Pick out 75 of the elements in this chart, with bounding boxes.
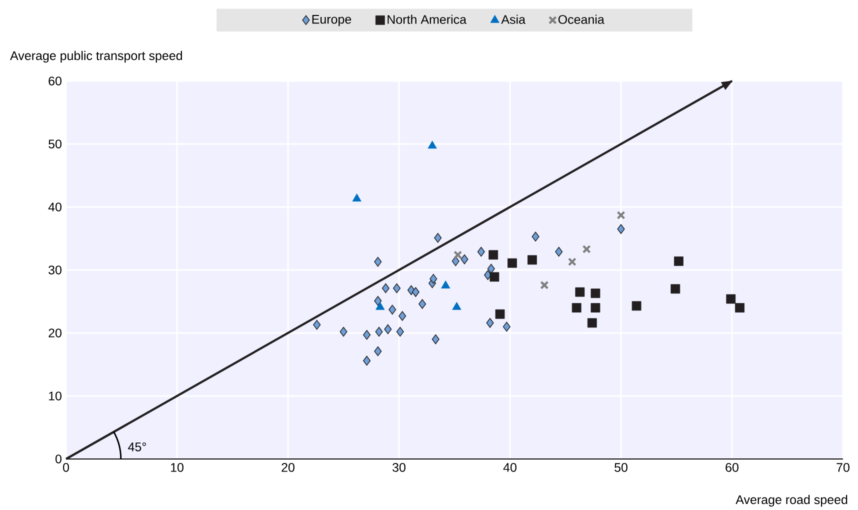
point <box>418 298 426 309</box>
point <box>398 310 406 321</box>
point <box>490 272 500 282</box>
y-tick-label: 50 <box>48 139 62 148</box>
x-tick-label: 40 <box>503 462 516 472</box>
point <box>508 258 517 268</box>
point <box>495 309 505 319</box>
y-axis-title: Average public transport speed <box>10 50 182 62</box>
point <box>632 301 642 310</box>
point <box>502 322 510 332</box>
point <box>487 264 495 274</box>
point <box>617 224 625 234</box>
point <box>532 232 540 242</box>
point <box>486 318 494 328</box>
x-tick-label: 0 <box>63 462 69 472</box>
y-tick-label: 60 <box>48 76 62 86</box>
point <box>590 302 600 312</box>
point <box>384 324 392 334</box>
point <box>590 288 600 298</box>
y-tick-label: 40 <box>48 202 62 212</box>
x-tick-label: 30 <box>392 462 406 472</box>
point <box>735 302 744 312</box>
point <box>412 286 420 297</box>
point <box>582 244 591 254</box>
point <box>575 287 585 297</box>
point <box>555 246 563 256</box>
x-axis-title: Average road speed <box>736 494 848 506</box>
legend-label: North America <box>388 14 467 24</box>
point <box>540 280 549 290</box>
point <box>374 346 382 356</box>
point <box>393 283 401 293</box>
point <box>726 294 736 304</box>
point <box>352 193 362 202</box>
point <box>363 330 371 340</box>
y-tick-label: 10 <box>49 391 62 400</box>
x-tick-label: 60 <box>726 462 738 472</box>
point <box>587 318 597 328</box>
x-tick-label: 50 <box>614 462 628 472</box>
point <box>477 246 485 256</box>
y-tick-label: 20 <box>48 328 62 338</box>
point <box>674 256 684 266</box>
point <box>313 320 321 330</box>
point <box>396 326 404 336</box>
legend-label: Asia <box>501 14 526 24</box>
x-tick-label: 10 <box>171 462 184 472</box>
y-tick-label: 30 <box>48 265 62 274</box>
point <box>428 140 437 148</box>
point <box>616 210 626 220</box>
point <box>363 356 371 366</box>
annotation: 45° <box>128 442 146 452</box>
x-tick-label: 20 <box>282 462 294 472</box>
legend-label: Oceania <box>558 14 604 24</box>
point <box>528 255 537 264</box>
point <box>572 302 582 312</box>
point <box>374 296 382 306</box>
point <box>454 250 462 259</box>
point <box>382 283 390 293</box>
point <box>432 334 440 344</box>
point <box>488 250 498 260</box>
point <box>430 274 438 284</box>
x-tick-label: 70 <box>836 462 850 472</box>
y-tick-label: 0 <box>56 454 62 464</box>
point <box>568 257 576 266</box>
point <box>340 326 348 336</box>
legend-label: Europe <box>312 14 352 26</box>
point <box>452 256 460 266</box>
point <box>670 284 680 294</box>
point <box>434 232 442 243</box>
point <box>460 254 468 264</box>
point <box>375 326 383 336</box>
point <box>374 256 382 267</box>
point <box>376 302 385 310</box>
point <box>441 280 450 288</box>
point <box>452 302 462 310</box>
point <box>388 304 396 314</box>
